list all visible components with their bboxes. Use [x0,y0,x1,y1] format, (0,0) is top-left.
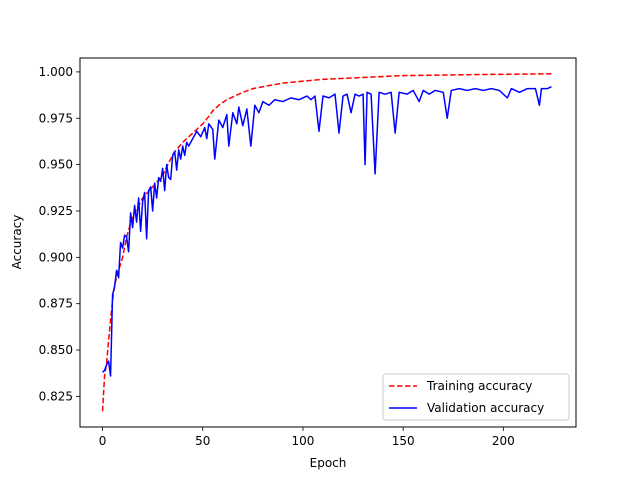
x-tick-label: 100 [291,434,314,448]
series-layer [101,73,552,412]
x-tick-label: 150 [392,434,415,448]
plot-area [80,58,576,427]
x-tick-label: 50 [195,434,210,448]
x-tick-label: 200 [492,434,515,448]
y-tick-label: 1.000 [39,65,73,79]
y-tick-label: 0.975 [39,111,73,125]
legend-label-training: Training accuracy [426,379,532,393]
y-tick-label: 0.875 [39,297,73,311]
x-axis: 0 50 100 150 200 [99,427,515,448]
y-tick-label: 0.825 [39,389,73,403]
series-line-validation [102,86,552,377]
y-tick-label: 0.850 [39,343,73,357]
x-axis-label: Epoch [310,456,347,470]
y-tick-label: 0.900 [39,250,73,264]
legend-label-validation: Validation accuracy [427,401,544,415]
y-axis: 0.825 0.850 0.875 0.900 0.925 0.950 0.975 1.000 [39,65,80,403]
y-tick-label: 0.925 [39,204,73,218]
y-tick-label: 0.950 [39,158,73,172]
legend: Training accuracy Validation accuracy [382,373,570,421]
plot-frame [79,57,577,428]
legend-box [382,373,570,421]
x-tick-label: 0 [99,434,107,448]
y-axis-label: Accuracy [10,215,24,270]
